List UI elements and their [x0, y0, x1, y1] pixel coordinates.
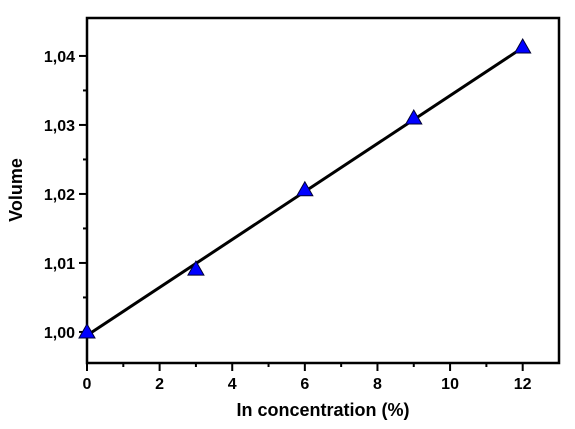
- y-tick-label: 1,00: [44, 325, 75, 342]
- x-axis-label: In concentration (%): [236, 400, 409, 420]
- x-axis-ticks: 0 2 4 6 8 10 12: [83, 363, 532, 393]
- x-tick-label: 4: [228, 376, 237, 393]
- data-point: [78, 322, 96, 339]
- x-tick-label: 12: [514, 376, 532, 393]
- plot-frame: [85, 16, 561, 365]
- y-axis-label: Volume: [6, 158, 26, 222]
- x-tick-label: 2: [155, 376, 164, 393]
- data-points: [78, 37, 532, 339]
- x-tick-label: 0: [83, 376, 92, 393]
- y-tick-label: 1,03: [44, 118, 75, 135]
- y-tick-label: 1,01: [44, 256, 75, 273]
- data-point: [295, 180, 314, 197]
- x-tick-label: 8: [373, 376, 382, 393]
- data-point: [513, 37, 532, 54]
- y-tick-label: 1,04: [44, 49, 75, 66]
- x-tick-label: 6: [300, 376, 309, 393]
- data-point: [187, 260, 205, 276]
- data-point: [404, 109, 423, 125]
- x-tick-label: 10: [441, 376, 459, 393]
- y-tick-label: 1,02: [44, 187, 75, 204]
- y-axis-ticks: 1,00 1,01 1,02 1,03 1,04: [44, 49, 87, 342]
